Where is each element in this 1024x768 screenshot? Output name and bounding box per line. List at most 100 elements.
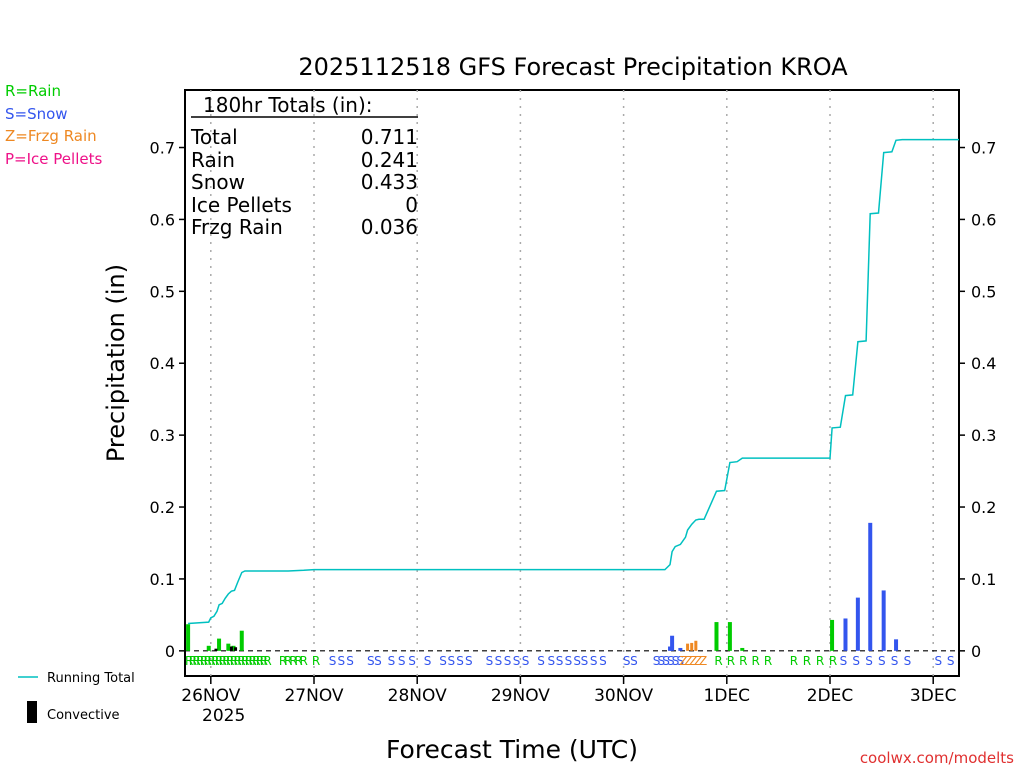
ptype-marker-r: R: [196, 654, 204, 668]
precip-bar-rain: [231, 645, 236, 651]
ptype-marker-s: S: [522, 654, 530, 668]
precip-bar-frzg: [694, 640, 698, 651]
ptype-marker-r: R: [204, 654, 212, 668]
ptype-marker-s: S: [599, 654, 607, 668]
ptype-marker-s: S: [495, 654, 503, 668]
ptype-marker-r: R: [279, 654, 287, 668]
ptype-marker-s: S: [590, 654, 598, 668]
totals-label-total: Total: [190, 125, 238, 149]
ptype-marker-s: S: [367, 654, 375, 668]
precip-bar-rain: [239, 630, 244, 651]
bar-layer: [186, 522, 899, 651]
precip-bar-snow: [670, 635, 675, 651]
ptype-marker-s: S: [556, 654, 564, 668]
y-tick-label-left: 0.1: [150, 570, 175, 589]
credit-text: coolwx.com/modelts: [860, 749, 1014, 767]
ptype-marker-s: S: [504, 654, 512, 668]
ptype-marker-s: S: [878, 654, 886, 668]
precip-bar-rain: [714, 622, 719, 651]
y-tick-label-right: 0.2: [971, 498, 996, 517]
ptype-marker-s: S: [346, 654, 354, 668]
ptype-marker-s: S: [388, 654, 396, 668]
ptype-marker-s: S: [424, 654, 432, 668]
y-tick-label-left: 0.3: [150, 426, 175, 445]
grid-layer: [185, 90, 959, 676]
precip-bar-snow: [881, 590, 886, 651]
plot-frame: [184, 89, 960, 677]
precip-bar-rain: [217, 638, 222, 651]
ptype-marker-r: R: [234, 654, 242, 668]
ptype-marker-r: R: [215, 654, 223, 668]
x-tick-label: 28NOV: [388, 686, 447, 706]
ptype-marker-r: R: [284, 654, 292, 668]
legend-snow: S=Snow: [5, 105, 68, 123]
ptype-marker-z: Z: [699, 654, 707, 668]
ptype-marker-r: R: [189, 654, 197, 668]
y-tick-label-left: 0.4: [150, 354, 175, 373]
ptype-marker-r: R: [226, 654, 234, 668]
ptype-marker-s: S: [548, 654, 556, 668]
ptype-marker-s: S: [581, 654, 589, 668]
y-tick-label-right: 0.4: [971, 354, 996, 373]
line-layer: [188, 138, 959, 625]
ptype-marker-s: S: [630, 654, 638, 668]
ptype-marker-r: R: [222, 654, 230, 668]
ptype-marker-s: S: [465, 654, 473, 668]
year-label: 2025: [202, 706, 245, 726]
ptype-marker-r: R: [714, 654, 722, 668]
totals-label-snow: Snow: [191, 170, 245, 194]
y-tick-label-left: 0.5: [150, 282, 175, 301]
x-tick-label: 27NOV: [284, 686, 343, 706]
precip-bar-rain: [727, 622, 732, 651]
totals-label-ice-pellets: Ice Pellets: [191, 193, 292, 217]
ptype-marker-r: R: [260, 654, 268, 668]
ptype-marker-s: S: [513, 654, 521, 668]
ptype-marker-r: R: [263, 654, 271, 668]
ptype-marker-s: S: [840, 654, 848, 668]
ptype-marker-s: S: [565, 654, 573, 668]
y-tick-label-right: 0.7: [971, 139, 996, 158]
ptype-marker-s: S: [329, 654, 337, 668]
precip-bar-frzg: [686, 643, 690, 651]
x-axis-label: Forecast Time (UTC): [386, 735, 638, 764]
ptype-marker-r: R: [752, 654, 760, 668]
ptype-marker-r: R: [312, 654, 320, 668]
legend-frzg-rain: Z=Frzg Rain: [5, 127, 97, 145]
y-tick-label-right: 0.6: [971, 210, 996, 229]
y-tick-label-right: 0.5: [971, 282, 996, 301]
x-tick-label: 30NOV: [594, 686, 653, 706]
totals-value-snow: 0.433: [361, 170, 418, 194]
x-tick-label: 26NOV: [181, 686, 240, 706]
ptype-marker-r: R: [256, 654, 264, 668]
precip-bar-rain: [740, 647, 745, 651]
x-tick-label: 1DEC: [704, 686, 751, 706]
ptype-marker-r: R: [237, 654, 245, 668]
x-tick-label: 2DEC: [807, 686, 854, 706]
ptype-marker-s: S: [662, 654, 670, 668]
precip-bar-rain: [226, 643, 231, 651]
ptype-marker-r: R: [207, 654, 215, 668]
ptype-marker-s: S: [408, 654, 416, 668]
ptype-marker-s: S: [486, 654, 494, 668]
ptype-marker-s: S: [439, 654, 447, 668]
chart-title: 2025112518 GFS Forecast Precipitation KR…: [298, 53, 848, 81]
convective-legend-label: Convective: [47, 708, 120, 723]
ptype-marker-s: S: [904, 654, 912, 668]
legend-ice-pellets: P=Ice Pellets: [5, 150, 102, 168]
ptype-marker-z: Z: [684, 654, 692, 668]
ptype-marker-r: R: [803, 654, 811, 668]
totals-value-rain: 0.241: [361, 148, 418, 172]
y-tick-label-left: 0.6: [150, 210, 175, 229]
x-tick-label: 29NOV: [491, 686, 550, 706]
totals-value-ice-pellets: 0: [405, 193, 418, 217]
totals-value-total: 0.711: [361, 125, 418, 149]
convective-bar: [234, 647, 238, 651]
y-tick-label-left: 0: [165, 642, 175, 661]
ptype-marker-r: R: [764, 654, 772, 668]
ptype-marker-r: R: [245, 654, 253, 668]
convective-bar: [229, 646, 233, 651]
ptype-marker-r: R: [241, 654, 249, 668]
